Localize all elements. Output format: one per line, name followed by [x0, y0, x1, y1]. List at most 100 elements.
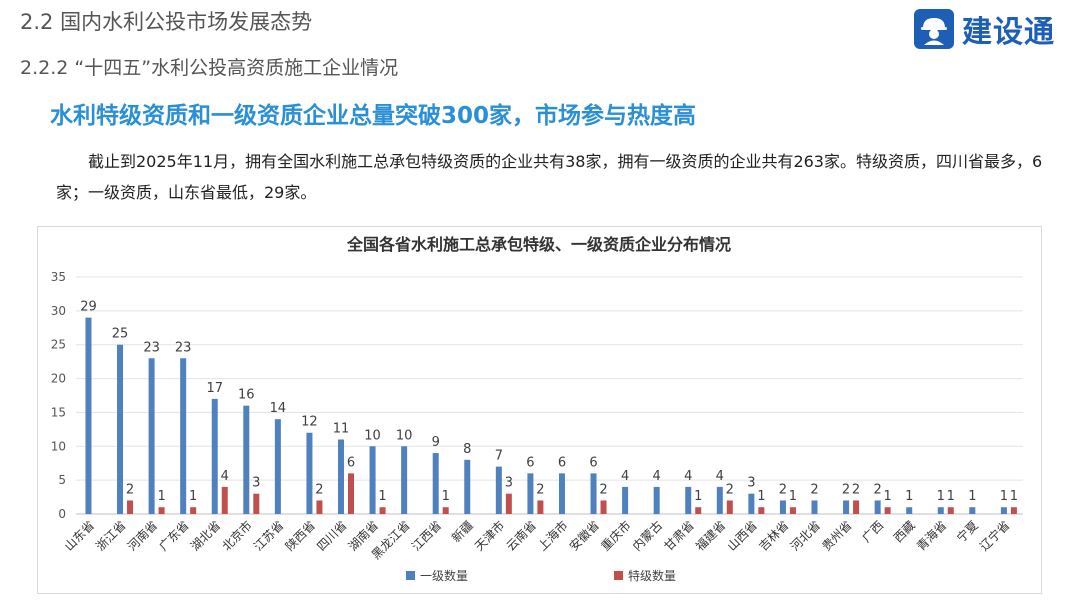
data-label-series2: 2 [599, 482, 607, 497]
bar-series1 [243, 405, 250, 514]
bar-series1 [464, 459, 471, 514]
x-tick-label: 内蒙古 [629, 518, 665, 554]
bar-series1 [622, 486, 629, 514]
bar-series2 [1010, 507, 1017, 514]
data-label-series1: 23 [143, 340, 160, 355]
logo-text: 建设通 [962, 15, 1055, 50]
data-label-series1: 9 [432, 435, 440, 450]
data-label-series2: 1 [189, 489, 197, 504]
bar-series1 [811, 500, 818, 514]
x-tick-label: 辽宁省 [976, 518, 1012, 554]
y-tick-label: 5 [58, 473, 66, 487]
data-label-series1: 10 [396, 428, 413, 443]
bar-series1 [558, 473, 565, 514]
bar-series1 [117, 344, 124, 514]
data-label-series2: 1 [1010, 489, 1018, 504]
data-label-series1: 11 [333, 422, 350, 437]
x-tick-label: 江西省 [409, 518, 444, 553]
bar-series2 [253, 493, 260, 514]
bar-series1 [906, 507, 913, 514]
brand-logo: 建设通 [914, 8, 1055, 50]
bar-series2 [379, 507, 386, 514]
data-label-series1: 2 [842, 482, 850, 497]
data-label-series1: 4 [716, 469, 724, 484]
data-label-series2: 1 [694, 489, 702, 504]
data-label-series1: 23 [175, 340, 192, 355]
data-label-series1: 10 [364, 428, 381, 443]
x-tick-label: 天津市 [471, 518, 507, 554]
bar-series1 [590, 473, 597, 514]
bar-series2 [127, 500, 134, 514]
data-label-series2: 3 [505, 476, 513, 491]
bar-series1 [148, 358, 155, 514]
legend-swatch-series2 [614, 571, 623, 580]
x-tick-label: 福建省 [692, 518, 728, 554]
data-label-series1: 1 [905, 489, 913, 504]
data-label-series1: 29 [80, 300, 97, 315]
data-label-series1: 8 [463, 442, 471, 457]
data-label-series1: 25 [112, 327, 129, 342]
x-tick-label: 青海省 [913, 518, 949, 554]
data-label-series2: 1 [947, 489, 955, 504]
x-tick-label: 安徽省 [566, 518, 602, 554]
bar-series2 [789, 507, 796, 514]
bar-series1 [874, 500, 881, 514]
bar-series2 [221, 486, 228, 514]
data-label-series1: 1 [1000, 489, 1008, 504]
x-tick-label: 新疆 [448, 518, 476, 546]
bar-series1 [748, 493, 755, 514]
bar-series1 [338, 439, 345, 514]
x-tick-label: 广东省 [156, 518, 191, 553]
bar-series2 [600, 500, 607, 514]
x-tick-label: 宁夏 [953, 518, 981, 546]
bar-series1 [685, 486, 692, 514]
bar-series1 [779, 500, 786, 514]
data-label-series1: 12 [301, 415, 318, 430]
x-tick-label: 重庆市 [598, 518, 634, 554]
x-tick-label: 吉林省 [756, 518, 791, 553]
bar-series1 [369, 446, 376, 514]
bar-series2 [442, 507, 449, 514]
section-title: 2.2 国内水利公投市场发展态势 [20, 10, 313, 34]
bar-series1 [653, 486, 660, 514]
data-label-series1: 4 [684, 469, 692, 484]
bar-series1 [180, 358, 187, 514]
bar-series1 [937, 507, 944, 514]
bar-series2 [158, 507, 165, 514]
data-label-series2: 1 [789, 489, 797, 504]
y-tick-label: 35 [51, 270, 66, 284]
bar-series2 [348, 473, 355, 514]
data-label-series2: 2 [315, 482, 323, 497]
headline: 水利特级资质和一级资质企业总量突破300家，市场参与热度高 [50, 103, 697, 129]
data-label-series1: 4 [653, 469, 661, 484]
legend-swatch-series1 [406, 571, 415, 580]
bar-chart: 全国各省水利施工总承包特级、一级资质企业分布情况 05101520253035 … [51, 235, 1023, 583]
x-tick-label: 浙江省 [93, 518, 128, 553]
bar-series1 [716, 486, 723, 514]
bar-series1 [401, 446, 408, 514]
chart-container: 全国各省水利施工总承包特级、一级资质企业分布情况 0 5 10 15 20 25 30 35 … [37, 226, 1042, 594]
data-label-series2: 1 [883, 489, 891, 504]
subsection-title: 2.2.2 “十四五”水利公投高资质施工企业情况 [20, 57, 399, 79]
y-tick-label: 10 [51, 439, 66, 453]
data-label-series2: 1 [757, 489, 765, 504]
x-tick-label: 河南省 [124, 518, 160, 554]
data-label-series2: 6 [347, 455, 355, 470]
y-tick-label: 25 [51, 338, 66, 352]
data-label-series1: 2 [873, 482, 881, 497]
bar-series1 [306, 432, 313, 514]
bar-series1 [969, 507, 976, 514]
chart-legend: 一级数量 特级数量 [406, 568, 676, 583]
y-tick-label: 0 [58, 507, 66, 521]
data-label-series2: 4 [221, 469, 229, 484]
x-tick-label: 云南省 [503, 518, 539, 554]
x-tick-label: 湖北省 [187, 518, 223, 554]
data-label-series1: 1 [937, 489, 945, 504]
data-label-series1: 6 [589, 455, 597, 470]
bar-series1 [85, 317, 92, 514]
data-label-series1: 1 [968, 489, 976, 504]
x-tick-label: 江苏省 [251, 518, 286, 553]
x-tick-label: 北京市 [219, 518, 255, 554]
bar-series2 [758, 507, 765, 514]
legend-label-series1: 一级数量 [420, 568, 468, 583]
